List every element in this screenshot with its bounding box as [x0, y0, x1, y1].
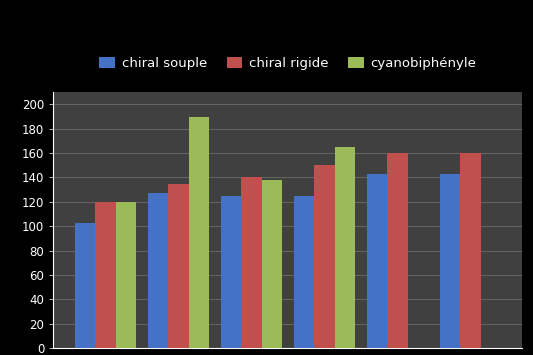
- Bar: [221, 196, 241, 348]
- Bar: [294, 196, 314, 348]
- Bar: [387, 153, 408, 348]
- Bar: [189, 117, 209, 348]
- Bar: [148, 193, 168, 348]
- Legend: chiral souple, chiral rigide, cyanobiphényle: chiral souple, chiral rigide, cyanobiphé…: [96, 55, 479, 73]
- Bar: [314, 165, 335, 348]
- Bar: [168, 184, 189, 348]
- Bar: [241, 178, 262, 348]
- Bar: [116, 202, 136, 348]
- Bar: [262, 180, 282, 348]
- Bar: [75, 223, 95, 348]
- Bar: [440, 174, 460, 348]
- Bar: [367, 174, 387, 348]
- Bar: [95, 202, 116, 348]
- Bar: [335, 147, 355, 348]
- Bar: [460, 153, 481, 348]
